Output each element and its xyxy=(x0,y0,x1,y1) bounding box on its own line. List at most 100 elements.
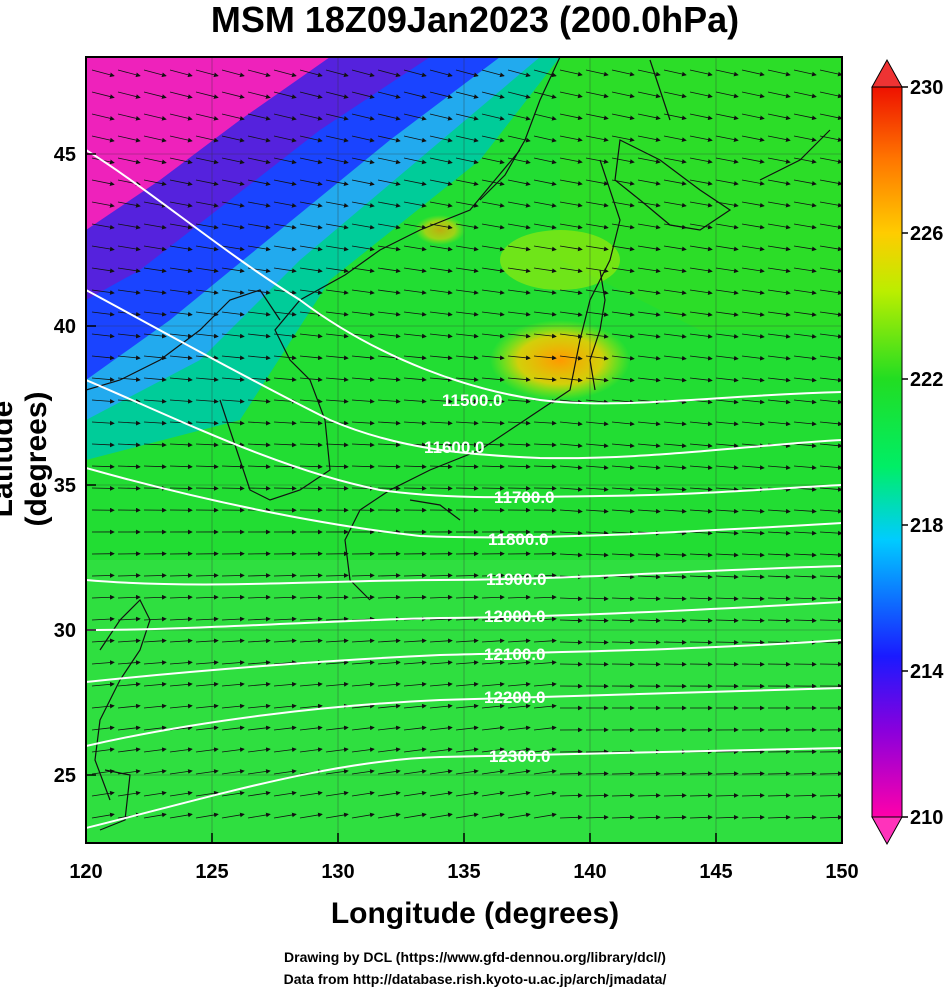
wind-arrow xyxy=(117,223,141,230)
wind-arrow xyxy=(377,289,401,295)
contour-label: 11800.0 xyxy=(488,530,549,549)
wind-arrow xyxy=(585,157,609,164)
wind-arrow xyxy=(351,135,375,143)
wind-arrow xyxy=(715,113,739,121)
wind-arrow xyxy=(455,311,479,317)
wind-arrow xyxy=(117,289,141,295)
wind-arrow xyxy=(507,420,531,426)
wind-arrow xyxy=(819,289,842,296)
wind-arrow xyxy=(377,420,401,426)
wind-arrow xyxy=(91,267,115,274)
wind-arrow xyxy=(351,398,375,404)
contour-label: 12300.0 xyxy=(489,747,550,766)
wind-arrow xyxy=(325,311,349,317)
wind-arrow xyxy=(221,573,245,578)
wind-arrow xyxy=(117,725,141,731)
wind-arrow xyxy=(767,399,791,405)
wind-arrow xyxy=(637,814,661,820)
wind-arrow xyxy=(533,179,557,186)
wind-arrow xyxy=(91,311,115,317)
wind-arrow xyxy=(767,814,791,820)
wind-arrow xyxy=(377,442,401,448)
wind-arrow xyxy=(429,311,453,317)
wind-arrow xyxy=(481,311,505,317)
wind-arrow xyxy=(377,311,401,317)
wind-arrow xyxy=(741,355,765,361)
wind-arrow xyxy=(195,769,219,775)
wind-arrow xyxy=(169,573,193,578)
wind-arrow xyxy=(91,398,115,404)
wind-arrow xyxy=(585,814,609,820)
wind-arrow xyxy=(221,267,245,274)
wind-arrow xyxy=(91,725,115,731)
wind-arrow xyxy=(455,420,479,426)
wind-arrow xyxy=(637,377,661,383)
wind-arrow xyxy=(143,681,167,687)
wind-arrow xyxy=(767,113,791,121)
wind-arrow xyxy=(377,135,401,143)
wind-arrow xyxy=(273,201,297,208)
wind-arrow xyxy=(299,355,323,361)
wind-arrow xyxy=(689,113,713,121)
wind-arrow xyxy=(273,812,297,819)
wind-arrow xyxy=(195,355,219,361)
wind-arrow xyxy=(403,91,427,99)
wind-arrow xyxy=(273,223,297,230)
wind-arrow xyxy=(429,573,453,578)
wind-arrow xyxy=(663,421,687,427)
wind-arrow xyxy=(637,91,661,99)
wind-arrow xyxy=(325,377,349,382)
wind-arrow xyxy=(689,421,713,427)
wind-arrow xyxy=(611,377,635,383)
wind-arrow xyxy=(741,223,765,230)
wind-arrow xyxy=(819,113,842,121)
wind-arrow xyxy=(351,223,375,230)
wind-arrow xyxy=(299,179,323,186)
wind-arrow xyxy=(273,113,297,121)
wind-arrow xyxy=(455,442,479,448)
wind-arrow xyxy=(637,157,661,164)
wind-arrow xyxy=(247,660,271,665)
wind-arrow xyxy=(429,616,453,622)
wind-arrow xyxy=(91,442,115,448)
wind-arrow xyxy=(455,790,479,797)
wind-arrow xyxy=(559,91,583,99)
wind-arrow xyxy=(143,812,167,819)
wind-arrow xyxy=(169,638,193,644)
wind-arrow xyxy=(663,618,687,623)
wind-arrow xyxy=(377,660,401,665)
wind-arrow xyxy=(741,421,765,427)
wind-arrow xyxy=(117,377,141,382)
wind-arrow xyxy=(195,113,219,121)
wind-arrow xyxy=(793,793,817,798)
wind-arrow xyxy=(429,769,453,775)
wind-arrow xyxy=(247,790,271,797)
wind-arrow xyxy=(637,465,661,470)
wind-arrow xyxy=(403,703,427,709)
wind-arrow xyxy=(455,638,479,644)
x-tick-label: 135 xyxy=(447,861,480,883)
wind-arrow xyxy=(325,486,349,491)
wind-arrow xyxy=(689,640,713,645)
wind-arrow xyxy=(793,311,817,317)
wind-arrow xyxy=(819,245,842,252)
wind-arrow xyxy=(117,486,141,491)
wind-arrow xyxy=(195,311,219,317)
wind-arrow xyxy=(715,530,739,536)
wind-arrow xyxy=(793,223,817,230)
wind-arrow xyxy=(533,311,557,317)
wind-arrow xyxy=(481,812,505,819)
y-tick-label: 30 xyxy=(54,620,76,642)
colorbar-min-arrow xyxy=(871,816,903,846)
wind-arrow xyxy=(325,91,349,99)
wind-arrow xyxy=(429,355,453,361)
coastlines xyxy=(86,57,831,831)
wind-arrow xyxy=(585,113,609,121)
wind-arrow xyxy=(169,420,193,426)
wind-arrow xyxy=(351,91,375,99)
wind-arrow xyxy=(403,311,427,317)
wind-arrow xyxy=(689,530,713,536)
wind-arrow xyxy=(585,596,609,602)
x-tick-label: 120 xyxy=(69,861,102,883)
wind-arrow xyxy=(533,747,557,753)
